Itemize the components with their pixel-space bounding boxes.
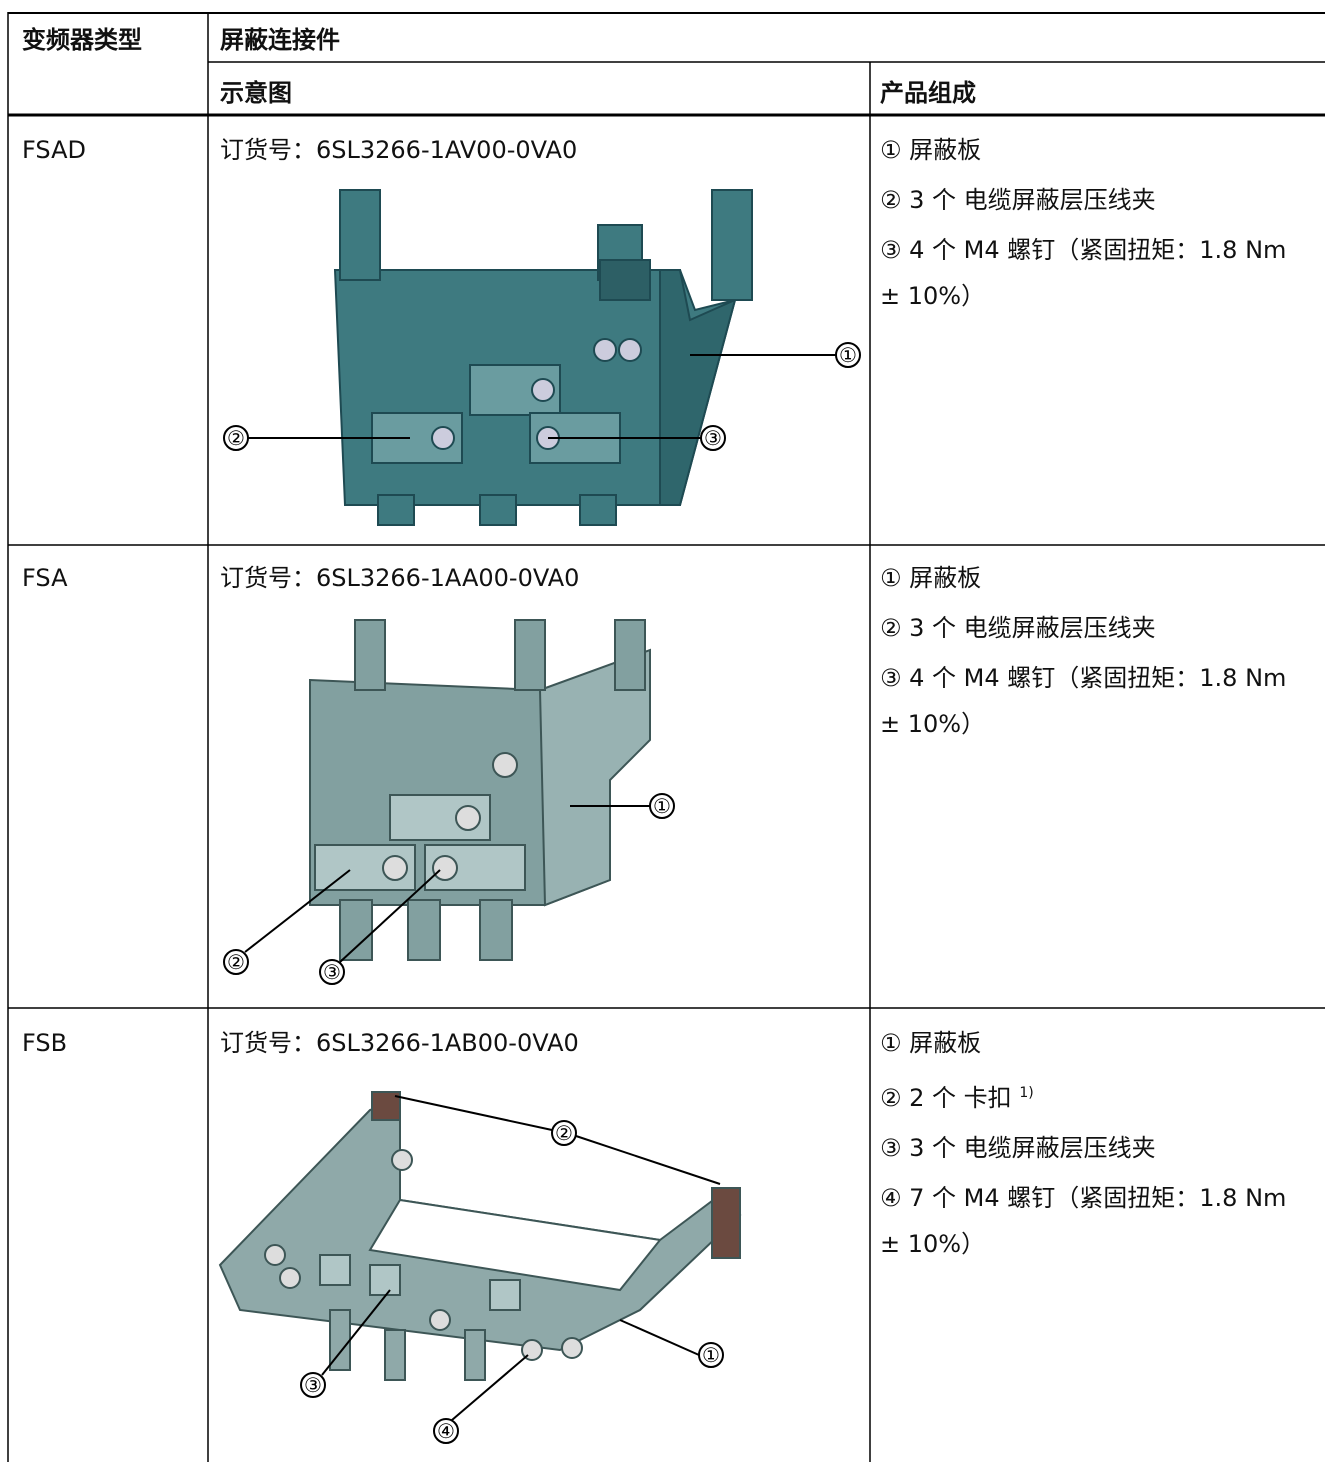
component: ② 2 个 卡扣 1) — [880, 1070, 1300, 1121]
component: ② 3 个 电缆屏蔽层压线夹 — [880, 186, 1156, 214]
type-cell: FSAD — [22, 136, 86, 164]
fsb-callouts — [300, 1095, 724, 1444]
fsb-image — [218, 1091, 742, 1381]
order-number: 订货号：6SL3266-1AV00-0VA0 — [220, 136, 578, 164]
component: ① 屏蔽板 — [880, 1029, 982, 1057]
callout: ① — [653, 794, 671, 818]
type-cell: FSA — [22, 564, 68, 592]
fsa-image — [309, 619, 651, 961]
fsa-callouts — [223, 793, 675, 985]
callout: ① — [839, 343, 857, 367]
component-text: ② 2 个 卡扣 — [880, 1084, 1012, 1112]
component: ③ 4 个 M4 螺钉（紧固扭矩：1.8 Nm ± 10%） — [880, 236, 1287, 310]
components: ① 屏蔽板 ② 3 个 电缆屏蔽层压线夹 ③ 4 个 M4 螺钉（紧固扭矩：1.… — [880, 555, 1300, 747]
callout: ② — [555, 1121, 573, 1145]
callout: ③ — [304, 1373, 322, 1397]
components: ① 屏蔽板 ② 3 个 电缆屏蔽层压线夹 ③ 4 个 M4 螺钉（紧固扭矩：1.… — [880, 127, 1300, 319]
callout: ② — [227, 950, 245, 974]
callout: ② — [227, 426, 245, 450]
component: ① 屏蔽板 — [880, 136, 982, 164]
footnote-ref: 1) — [1019, 1085, 1034, 1101]
component: ② 3 个 电缆屏蔽层压线夹 — [880, 614, 1156, 642]
component: ① 屏蔽板 — [880, 564, 982, 592]
component: ④ 7 个 M4 螺钉（紧固扭矩：1.8 Nm ± 10%） — [880, 1184, 1287, 1258]
header-cell: 示意图 — [220, 79, 292, 107]
type-cell: FSB — [22, 1029, 68, 1057]
header-cell: 变频器类型 — [22, 26, 142, 54]
header-cell: 屏蔽连接件 — [220, 26, 340, 54]
header-cell: 产品组成 — [880, 79, 976, 107]
order-number: 订货号：6SL3266-1AB00-0VA0 — [220, 1029, 579, 1057]
callout: ③ — [323, 960, 341, 984]
order-number: 订货号：6SL3266-1AA00-0VA0 — [220, 564, 580, 592]
callout: ① — [702, 1343, 720, 1367]
callout: ③ — [704, 426, 722, 450]
fsad-callouts — [223, 342, 861, 451]
callout: ④ — [437, 1419, 455, 1443]
components: ① 屏蔽板 ② 2 个 卡扣 1) ③ 3 个 电缆屏蔽层压线夹 ④ 7 个 M… — [880, 1020, 1300, 1267]
component: ③ 4 个 M4 螺钉（紧固扭矩：1.8 Nm ± 10%） — [880, 664, 1287, 738]
fsad-image — [333, 189, 753, 526]
component: ③ 3 个 电缆屏蔽层压线夹 — [880, 1134, 1156, 1162]
table-lines — [7, 12, 1325, 1462]
